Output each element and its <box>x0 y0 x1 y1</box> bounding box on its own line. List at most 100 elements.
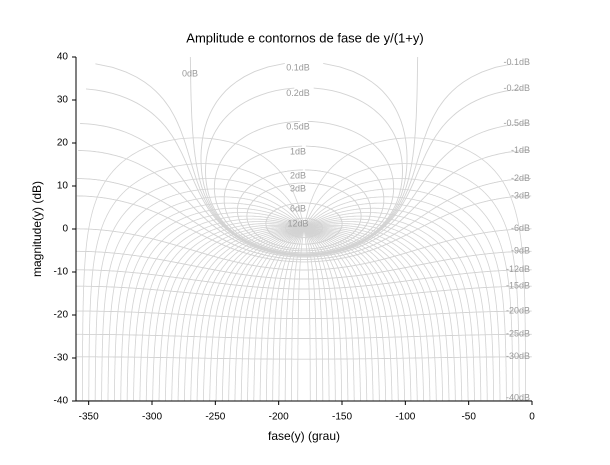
y-tick-label: -30 <box>54 353 69 364</box>
contour-label: -40dB <box>506 392 530 402</box>
y-tick-label: -40 <box>54 396 69 407</box>
iso-phase-line <box>303 178 514 401</box>
iso-gain-contour <box>223 145 385 254</box>
iso-phase-line <box>177 228 304 401</box>
iso-gain-contour <box>76 269 532 290</box>
iso-phase-line <box>303 221 463 401</box>
iso-gain-contour <box>77 178 531 260</box>
iso-gain-contour <box>236 169 372 252</box>
iso-phase-line <box>304 228 412 401</box>
iso-gain-contour <box>85 88 523 256</box>
contour-label: -3dB <box>511 190 530 200</box>
contour-label: 0.5dB <box>286 122 310 132</box>
y-axis-label: magnitude(y) (dB) <box>30 181 44 277</box>
iso-phase-line <box>152 223 305 401</box>
contour-label: -12dB <box>506 264 530 274</box>
y-tick-label: 20 <box>57 138 69 149</box>
iso-phase-line <box>94 178 305 401</box>
iso-gain-contour <box>76 310 532 320</box>
contour-label: -20dB <box>506 305 530 315</box>
x-tick-label: -150 <box>332 412 352 423</box>
iso-phase-line <box>209 228 304 401</box>
iso-phase-line <box>303 228 380 401</box>
contour-label: 3dB <box>290 183 306 193</box>
iso-gain-contour <box>80 123 528 257</box>
iso-phase-line <box>303 218 469 401</box>
contour-label: -1dB <box>511 145 530 155</box>
iso-phase-line <box>284 228 305 401</box>
iso-phase-line <box>303 228 393 401</box>
iso-phase-line <box>228 228 305 401</box>
iso-phase-line <box>303 228 349 401</box>
iso-phase-line <box>304 228 424 401</box>
iso-phase-line <box>133 215 305 401</box>
iso-phase-line <box>304 228 418 401</box>
iso-phase-line <box>303 224 450 401</box>
iso-phase-line <box>266 228 305 401</box>
iso-phase-line <box>221 228 305 401</box>
contour-label: 2dB <box>290 170 306 180</box>
iso-phase-line <box>253 228 305 401</box>
iso-phase-line <box>82 137 305 401</box>
x-axis-label: fase(y) (grau) <box>268 429 340 443</box>
iso-phase-line <box>303 228 387 401</box>
x-tick-label: 0 <box>529 412 535 423</box>
contour-label: 0.1dB <box>286 62 310 72</box>
contour-label: 6dB <box>290 203 306 213</box>
iso-phase-line <box>164 226 305 401</box>
contour-label: -0.2dB <box>503 83 530 93</box>
iso-phase-line <box>88 163 305 401</box>
iso-phase-line <box>304 228 431 401</box>
iso-phase-line <box>303 207 488 401</box>
iso-phase-line <box>145 221 305 401</box>
iso-gain-contour <box>246 182 362 250</box>
iso-phase-line <box>234 228 305 401</box>
iso-gain-contour <box>265 202 343 245</box>
contour-label: -2dB <box>511 173 530 183</box>
iso-phase-line <box>303 228 336 401</box>
iso-phase-line <box>247 228 305 401</box>
iso-phase-line <box>303 228 342 401</box>
contour-label: 1dB <box>290 147 306 157</box>
y-tick-label: 0 <box>62 224 68 235</box>
iso-phase-line <box>303 228 361 401</box>
x-tick-label: -300 <box>142 412 162 423</box>
iso-phase-line <box>190 228 304 401</box>
contour-label: -25dB <box>506 329 530 339</box>
iso-phase-line <box>303 226 444 401</box>
y-tick-label: 40 <box>57 52 69 63</box>
iso-phase-line <box>303 228 355 401</box>
iso-phase-line <box>171 227 304 401</box>
iso-phase-line <box>120 207 305 401</box>
iso-phase-line <box>139 218 305 401</box>
y-tick-label: 30 <box>57 95 69 106</box>
iso-phase-line <box>158 224 305 401</box>
contour-label: -0.1dB <box>503 57 530 67</box>
iso-phase-line <box>303 228 324 401</box>
contour-label: -6dB <box>511 223 530 233</box>
chart-title: Amplitude e contornos de fase de y/(1+y) <box>186 30 423 45</box>
iso-gain-contour <box>285 217 323 238</box>
iso-phase-line <box>303 212 482 401</box>
contour-label: -15dB <box>506 281 530 291</box>
iso-phase-line <box>303 228 311 401</box>
contour-label: 12dB <box>287 219 308 229</box>
iso-phase-line <box>215 228 305 401</box>
contour-label: 0dB <box>182 69 198 79</box>
iso-phase-line <box>304 228 405 401</box>
contour-label: -0.5dB <box>503 118 530 128</box>
iso-phase-line <box>304 228 399 401</box>
iso-phase-line <box>297 228 305 401</box>
iso-gain-contour <box>76 333 532 339</box>
contour-layer <box>76 57 532 401</box>
iso-phase-line <box>259 228 305 401</box>
iso-phase-line <box>203 228 304 401</box>
iso-phase-line <box>196 228 304 401</box>
iso-gain-contour <box>213 120 395 255</box>
y-tick-label: -20 <box>54 310 69 321</box>
x-tick-label: -200 <box>269 412 289 423</box>
contour-label: 0.2dB <box>286 88 310 98</box>
iso-gain-contour <box>78 149 530 258</box>
iso-phase-line <box>303 163 520 401</box>
